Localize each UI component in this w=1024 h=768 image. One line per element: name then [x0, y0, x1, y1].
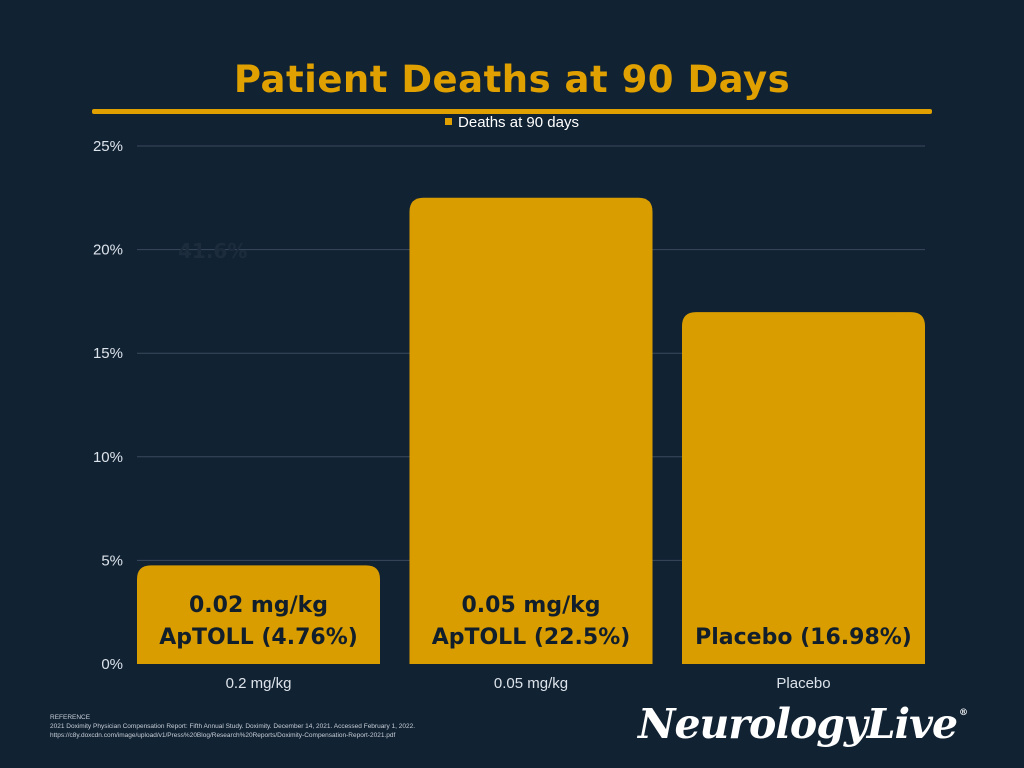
legend-label: Deaths at 90 days [458, 114, 579, 131]
annotation-label: 41.6% [178, 239, 247, 263]
reference-citation: 2021 Doximity Physician Compensation Rep… [50, 723, 416, 730]
legend: Deaths at 90 days [0, 114, 1024, 131]
bar [137, 565, 380, 664]
reference-heading: REFERENCE [50, 714, 91, 721]
reference-block: REFERENCE 2021 Doximity Physician Compen… [50, 713, 610, 740]
bar-data-label: 0.05 mg/kg [461, 593, 600, 618]
legend-swatch [445, 117, 453, 125]
brand-logo: NeurologyLive ® [638, 700, 968, 748]
registered-mark: ® [959, 708, 968, 718]
y-tick-label: 20% [93, 242, 123, 259]
y-tick-label: 15% [93, 345, 123, 362]
x-tick-label: Placebo [776, 675, 830, 692]
bar [409, 197, 653, 665]
title-underline [92, 109, 932, 114]
bar-data-label: ApTOLL (22.5%) [432, 625, 631, 650]
chart-title: Patient Deaths at 90 Days [233, 58, 791, 101]
y-tick-label: 10% [93, 449, 123, 466]
bar-chart: 0% 5% 10% 15% 20% 25% 0.02 mg/kg ApTOLL (4.76%)… [93, 138, 925, 692]
x-tick-label: 0.2 mg/kg [226, 675, 292, 692]
reference-url: https://c8y.doxcdn.com/image/upload/v1/P… [50, 732, 396, 739]
y-tick-label: 5% [101, 552, 123, 569]
bar-data-label: 0.02 mg/kg [189, 593, 328, 618]
y-tick-label: 25% [93, 138, 123, 155]
bar-data-label: ApTOLL (4.76%) [159, 625, 358, 650]
bar-data-label: Placebo (16.98%) [695, 625, 912, 650]
x-tick-label: 0.05 mg/kg [494, 675, 568, 692]
bar [682, 312, 925, 664]
brand-name: NeurologyLive [638, 700, 958, 748]
y-tick-label: 0% [101, 656, 123, 673]
